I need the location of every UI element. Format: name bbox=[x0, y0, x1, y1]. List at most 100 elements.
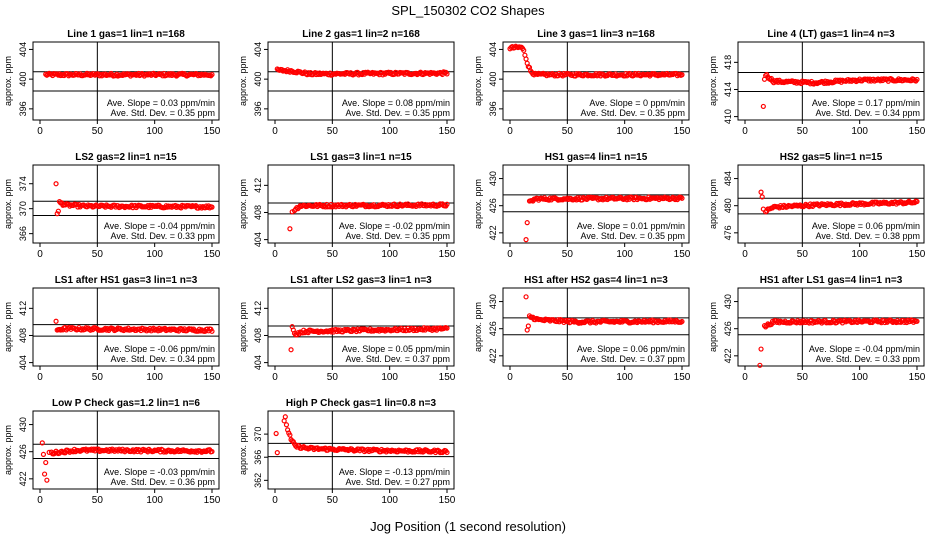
y-tick-label: 362 bbox=[253, 473, 263, 488]
y-tick-label: 430 bbox=[723, 294, 733, 309]
panel-title: HS2 gas=5 lin=1 n=15 bbox=[780, 152, 883, 163]
data-point bbox=[679, 72, 685, 78]
x-tick-label: 100 bbox=[851, 249, 868, 260]
x-tick-label: 0 bbox=[742, 126, 748, 137]
panel-9: LS1 after HS1 gas=3 lin=1 n=3 0 50 100 150 40… bbox=[3, 275, 221, 383]
x-tick-label: 100 bbox=[381, 372, 398, 383]
data-point bbox=[54, 211, 60, 217]
data-point bbox=[524, 220, 530, 226]
y-tick-label: 412 bbox=[253, 178, 263, 193]
x-tick-label: 150 bbox=[909, 372, 926, 383]
std-annotation: Ave. Std. Dev. = 0.35 ppm bbox=[581, 108, 685, 118]
std-annotation: Ave. Std. Dev. = 0.35 ppm bbox=[346, 108, 450, 118]
data-point bbox=[282, 414, 288, 420]
x-tick-label: 50 bbox=[92, 495, 104, 506]
y-axis-label: approx. ppm bbox=[473, 179, 483, 229]
panel-5: LS2 gas=2 lin=1 n=15 0 50 100 150 366 370 374 ap… bbox=[3, 152, 221, 260]
x-tick-label: 100 bbox=[381, 126, 398, 137]
y-tick-label: 400 bbox=[253, 72, 263, 87]
panel-11: HS1 after HS2 gas=4 lin=1 n=3 0 50 100 150 42… bbox=[473, 275, 691, 383]
y-tick-label: 414 bbox=[723, 82, 733, 97]
data-point bbox=[679, 195, 685, 201]
y-tick-label: 426 bbox=[488, 198, 498, 213]
data-points bbox=[274, 66, 450, 78]
data-point bbox=[287, 226, 293, 232]
panel-title: Line 3 gas=1 lin=3 n=168 bbox=[537, 29, 655, 40]
data-point bbox=[39, 440, 45, 446]
y-axis-label: approx. ppm bbox=[3, 302, 13, 352]
data-points bbox=[758, 189, 920, 215]
data-point bbox=[764, 71, 770, 78]
x-tick-label: 50 bbox=[327, 126, 339, 137]
y-tick-label: 422 bbox=[488, 225, 498, 240]
x-tick-label: 150 bbox=[439, 126, 456, 137]
x-tick-label: 150 bbox=[909, 249, 926, 260]
data-point bbox=[53, 318, 59, 324]
x-tick-label: 150 bbox=[439, 495, 456, 506]
data-point bbox=[54, 327, 60, 333]
x-tick-label: 100 bbox=[616, 249, 633, 260]
y-axis-label: approx. ppm bbox=[708, 179, 718, 229]
y-tick-label: 404 bbox=[18, 42, 28, 57]
y-tick-label: 430 bbox=[488, 171, 498, 186]
x-tick-label: 0 bbox=[37, 372, 43, 383]
plot-frame bbox=[32, 164, 220, 244]
std-annotation: Ave. Std. Dev. = 0.38 ppm bbox=[816, 231, 920, 241]
x-tick-label: 100 bbox=[616, 372, 633, 383]
x-tick-label: 100 bbox=[381, 495, 398, 506]
std-annotation: Ave. Std. Dev. = 0.37 ppm bbox=[346, 354, 450, 364]
data-point bbox=[290, 327, 296, 333]
data-point bbox=[524, 327, 530, 333]
data-point bbox=[209, 328, 215, 334]
x-tick-label: 0 bbox=[742, 249, 748, 260]
data-point bbox=[914, 76, 920, 83]
data-point bbox=[758, 189, 764, 195]
panel-title: Low P Check gas=1.2 lin=1 n=6 bbox=[52, 398, 200, 409]
x-tick-label: 150 bbox=[674, 372, 691, 383]
data-point bbox=[209, 204, 215, 210]
x-tick-label: 100 bbox=[146, 372, 163, 383]
data-points bbox=[523, 194, 685, 243]
data-point bbox=[273, 430, 279, 437]
y-tick-label: 412 bbox=[18, 301, 28, 316]
y-tick-label: 370 bbox=[18, 201, 28, 216]
std-annotation: Ave. Std. Dev. = 0.34 ppm bbox=[816, 108, 920, 118]
x-tick-label: 150 bbox=[674, 126, 691, 137]
panels-group: Line 1 gas=1 lin=1 n=168 0 50 100 150 396 400 4… bbox=[3, 29, 926, 506]
y-tick-label: 426 bbox=[18, 444, 28, 459]
slope-annotation: Ave. Slope = 0.05 ppm/min bbox=[342, 344, 450, 354]
y-axis-label: approx. ppm bbox=[238, 179, 248, 229]
data-point bbox=[523, 56, 529, 62]
data-points bbox=[287, 201, 450, 232]
y-tick-label: 374 bbox=[18, 176, 28, 191]
panel-title: Line 2 gas=1 lin=2 n=168 bbox=[302, 29, 420, 40]
x-tick-label: 100 bbox=[616, 126, 633, 137]
data-point bbox=[914, 198, 920, 205]
panel-title: HS1 after LS1 gas=4 lin=1 n=3 bbox=[760, 275, 903, 286]
y-axis-label: approx. ppm bbox=[3, 425, 13, 475]
x-tick-label: 150 bbox=[204, 126, 221, 137]
y-axis-label: approx. ppm bbox=[238, 56, 248, 106]
std-annotation: Ave. Std. Dev. = 0.33 ppm bbox=[111, 231, 215, 241]
panel-title: High P Check gas=1 lin=0.8 n=3 bbox=[286, 398, 437, 409]
y-tick-label: 422 bbox=[18, 471, 28, 486]
y-axis-label: approx. ppm bbox=[708, 302, 718, 352]
data-point bbox=[55, 208, 61, 214]
std-annotation: Ave. Std. Dev. = 0.35 ppm bbox=[346, 231, 450, 241]
x-tick-label: 50 bbox=[92, 372, 104, 383]
slope-annotation: Ave. Slope = -0.04 ppm/min bbox=[104, 221, 215, 231]
std-annotation: Ave. Std. Dev. = 0.37 ppm bbox=[581, 354, 685, 364]
x-tick-label: 100 bbox=[146, 495, 163, 506]
data-point bbox=[288, 347, 294, 353]
slope-annotation: Ave. Slope = -0.02 ppm/min bbox=[339, 221, 450, 231]
std-annotation: Ave. Std. Dev. = 0.34 ppm bbox=[111, 354, 215, 364]
panel-7: HS1 gas=4 lin=1 n=15 0 50 100 150 422 426 430 ap… bbox=[473, 152, 691, 260]
y-axis-label: approx. ppm bbox=[238, 302, 248, 352]
y-tick-label: 400 bbox=[18, 72, 28, 87]
x-tick-label: 150 bbox=[204, 495, 221, 506]
data-point bbox=[209, 448, 215, 455]
x-tick-label: 150 bbox=[439, 372, 456, 383]
y-tick-label: 404 bbox=[253, 42, 263, 57]
x-tick-label: 0 bbox=[272, 495, 278, 506]
